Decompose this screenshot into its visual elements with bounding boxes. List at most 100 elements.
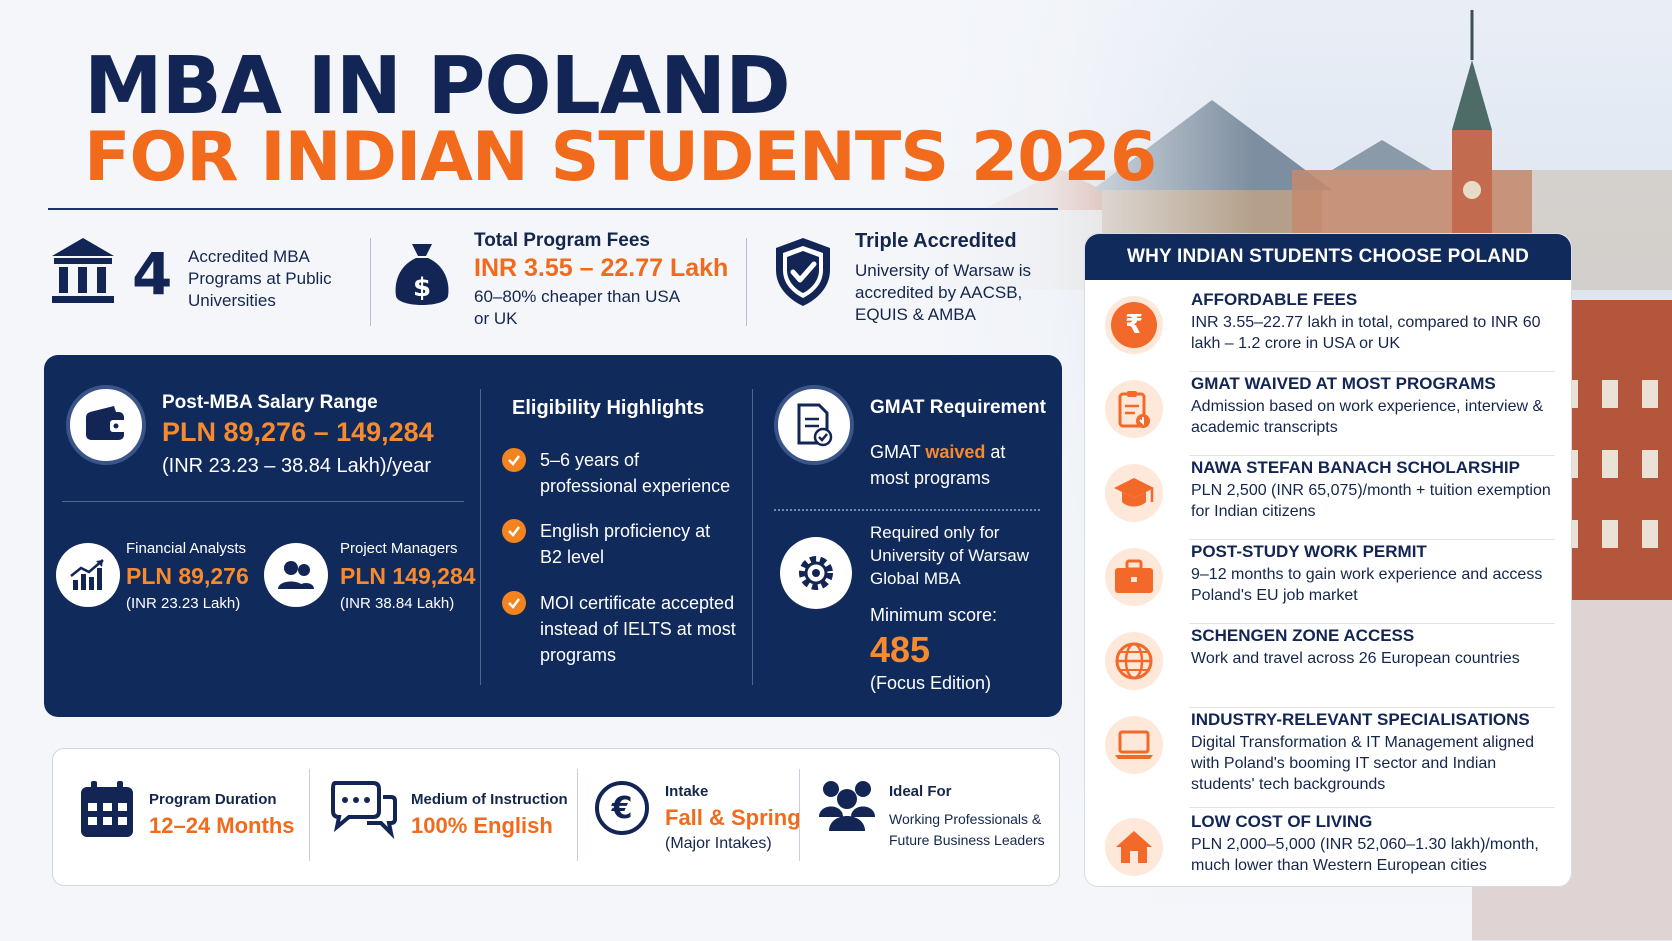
eligibility-item: English proficiency at B2 level bbox=[540, 521, 711, 567]
wallet-icon bbox=[66, 385, 146, 465]
fact-value: 100% English bbox=[411, 813, 553, 838]
list-item: LOW COST OF LIVING PLN 2,000–5,000 (INR … bbox=[1103, 812, 1555, 882]
role-salary-inr: (INR 38.84 Lakh) bbox=[340, 595, 455, 612]
list-item-title: GMAT WAIVED AT MOST PROGRAMS bbox=[1191, 374, 1496, 393]
role-salary: PLN 149,284 bbox=[340, 563, 476, 589]
list-item: POST-STUDY WORK PERMIT 9–12 months to ga… bbox=[1103, 542, 1555, 624]
gmat-required: Required only for University of Warsaw G… bbox=[870, 523, 1030, 588]
graduation-cap-icon bbox=[1105, 464, 1163, 522]
list-item-title: SCHENGEN ZONE ACCESS bbox=[1191, 626, 1415, 645]
programs-count: 4 bbox=[132, 240, 173, 308]
eligibility-item: MOI certificate accepted instead of IELT… bbox=[540, 593, 736, 665]
money-bag-icon: $ bbox=[395, 244, 449, 305]
laptop-icon bbox=[1105, 716, 1163, 774]
list-item: SCHENGEN ZONE ACCESS Work and travel acr… bbox=[1103, 626, 1555, 708]
chat-bubbles-icon bbox=[331, 781, 397, 840]
list-item-desc: PLN 2,000–5,000 (INR 52,060–1.30 lakh)/m… bbox=[1191, 836, 1539, 874]
fact-sub: (Major Intakes) bbox=[665, 835, 772, 852]
stat-divider bbox=[746, 238, 747, 326]
clipboard-icon bbox=[1105, 380, 1163, 438]
salary-inr: (INR 23.23 – 38.84 Lakh)/year bbox=[162, 455, 432, 477]
stat-programs: 4 Accredited MBA Programs at Public Univ… bbox=[50, 230, 360, 330]
gmat-min-score: 485 bbox=[870, 629, 931, 670]
gmat-waived-text: GMAT waived at most programs bbox=[870, 439, 1046, 491]
document-check-icon bbox=[774, 385, 854, 465]
people-icon bbox=[819, 781, 875, 831]
stat-divider bbox=[370, 238, 371, 326]
svg-text:$: $ bbox=[413, 273, 431, 303]
fact-label: Ideal For bbox=[889, 783, 952, 800]
check-icon bbox=[502, 448, 526, 472]
title-divider bbox=[48, 208, 1058, 210]
role-salary-inr: (INR 23.23 Lakh) bbox=[126, 595, 241, 612]
gear-icon bbox=[780, 537, 852, 609]
gmat-divider bbox=[774, 509, 1040, 511]
accreditation-heading: Triple Accredited bbox=[855, 230, 1017, 252]
column-divider bbox=[752, 389, 753, 685]
stat-accreditation: Triple Accredited University of Warsaw i… bbox=[770, 230, 1060, 330]
role-salary: PLN 89,276 bbox=[126, 563, 249, 589]
calendar-icon bbox=[81, 781, 133, 837]
eligibility-item: 5–6 years of professional experience bbox=[540, 450, 731, 496]
list-item-title: INDUSTRY-RELEVANT SPECIALISATIONS bbox=[1191, 710, 1530, 729]
page-title: MBA IN POLAND bbox=[84, 40, 791, 132]
programs-label: Accredited MBA Programs at Public Univer… bbox=[188, 247, 332, 310]
accreditation-text: University of Warsaw is accredited by AA… bbox=[855, 261, 1032, 324]
list-item-desc: 9–12 months to gain work experience and … bbox=[1191, 566, 1543, 604]
fact-divider bbox=[799, 769, 800, 861]
fact-divider bbox=[309, 769, 310, 861]
globe-icon bbox=[1105, 632, 1163, 690]
role-title: Project Managers bbox=[340, 540, 458, 557]
gmat-min-label: Minimum score: bbox=[870, 605, 998, 625]
house-icon bbox=[1105, 818, 1163, 876]
why-poland-panel: WHY INDIAN STUDENTS CHOOSE POLAND ₹ AFFO… bbox=[1084, 233, 1572, 887]
list-item: INDUSTRY-RELEVANT SPECIALISATIONS Digita… bbox=[1103, 710, 1555, 808]
list-item-title: NAWA STEFAN BANACH SCHOLARSHIP bbox=[1191, 458, 1520, 477]
svg-text:€: € bbox=[611, 791, 633, 826]
salary-range: PLN 89,276 – 149,284 bbox=[162, 417, 434, 447]
check-icon bbox=[502, 519, 526, 543]
euro-icon: € bbox=[595, 781, 649, 835]
column-divider bbox=[480, 389, 481, 685]
fees-note: 60–80% cheaper than USA or UK bbox=[474, 287, 680, 328]
list-item: ₹ AFFORDABLE FEES INR 3.55–22.77 lakh in… bbox=[1103, 290, 1555, 372]
gmat-edition: (Focus Edition) bbox=[870, 673, 992, 693]
page-subtitle: FOR INDIAN STUDENTS 2026 bbox=[84, 118, 1157, 197]
fees-heading: Total Program Fees bbox=[474, 230, 650, 251]
list-item-title: POST-STUDY WORK PERMIT bbox=[1191, 542, 1427, 561]
rupee-icon: ₹ bbox=[1105, 296, 1163, 354]
gmat-waived-highlight: waived bbox=[925, 442, 986, 462]
highlights-panel: Post-MBA Salary Range PLN 89,276 – 149,2… bbox=[44, 355, 1062, 717]
list-item-desc: Work and travel across 26 European count… bbox=[1191, 650, 1520, 667]
fact-label: Intake bbox=[665, 783, 709, 800]
check-icon bbox=[502, 591, 526, 615]
list-item-title: AFFORDABLE FEES bbox=[1191, 290, 1358, 309]
salary-heading: Post-MBA Salary Range bbox=[162, 392, 378, 413]
list-item-desc: INR 3.55–22.77 lakh in total, compared t… bbox=[1191, 314, 1541, 352]
program-facts-bar: Program Duration 12–24 Months Medium of … bbox=[52, 748, 1060, 886]
fact-label: Program Duration bbox=[149, 791, 277, 808]
bank-icon bbox=[52, 238, 114, 303]
list-item: GMAT WAIVED AT MOST PROGRAMS Admission b… bbox=[1103, 374, 1555, 456]
list-item-desc: Digital Transformation & IT Management a… bbox=[1191, 734, 1534, 793]
gmat-heading: GMAT Requirement bbox=[870, 397, 1046, 418]
list-item: NAWA STEFAN BANACH SCHOLARSHIP PLN 2,500… bbox=[1103, 458, 1555, 540]
gmat-text-pre: GMAT bbox=[870, 442, 926, 462]
people-icon bbox=[264, 543, 328, 607]
fact-value: 12–24 Months bbox=[149, 813, 295, 838]
salary-divider bbox=[62, 501, 464, 502]
growth-chart-icon bbox=[56, 543, 120, 607]
list-item-desc: PLN 2,500 (INR 65,075)/month + tuition e… bbox=[1191, 482, 1551, 520]
fact-sub: Working Professionals & Future Business … bbox=[889, 811, 1045, 848]
why-poland-heading: WHY INDIAN STUDENTS CHOOSE POLAND bbox=[1085, 234, 1571, 280]
briefcase-icon bbox=[1105, 548, 1163, 606]
list-item-title: LOW COST OF LIVING bbox=[1191, 812, 1373, 831]
fact-value: Fall & Spring bbox=[665, 805, 801, 830]
list-item-desc: Admission based on work experience, inte… bbox=[1191, 398, 1544, 436]
gmat-text-post: at most programs bbox=[870, 442, 1006, 488]
fact-label: Medium of Instruction bbox=[411, 791, 568, 808]
fact-divider bbox=[577, 769, 578, 861]
stat-fees: $ Total Program Fees INR 3.55 – 22.77 La… bbox=[392, 230, 742, 330]
eligibility-heading: Eligibility Highlights bbox=[512, 397, 705, 419]
shield-check-icon bbox=[776, 238, 830, 306]
